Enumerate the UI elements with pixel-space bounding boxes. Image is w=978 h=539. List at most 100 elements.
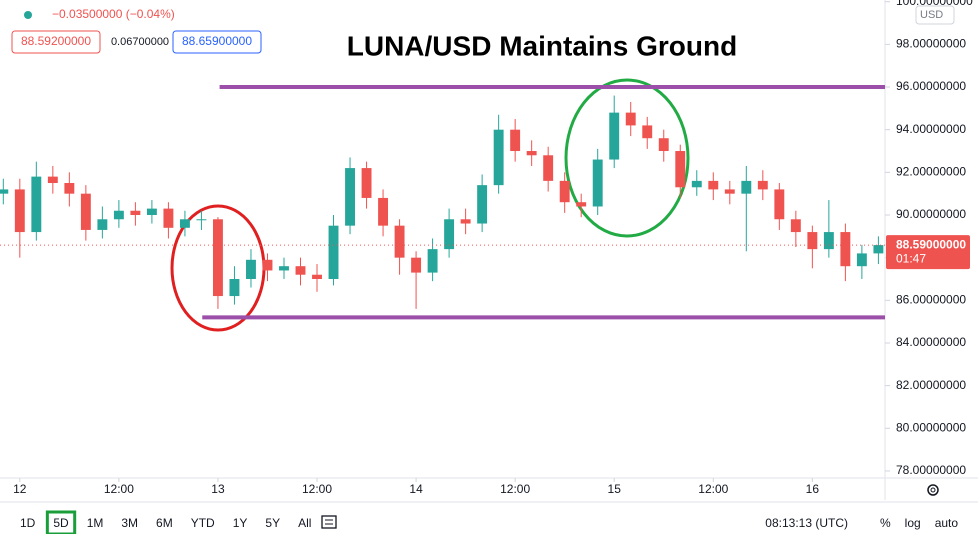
- x-tick-label: 13: [211, 482, 225, 496]
- candle-body: [510, 129, 521, 152]
- candle-body: [493, 129, 504, 186]
- candle-body: [130, 210, 141, 216]
- candle: [840, 223, 851, 282]
- candle-body: [444, 219, 455, 250]
- bid-box[interactable]: [11, 30, 101, 54]
- candle-body: [543, 155, 554, 181]
- candle-body: [642, 125, 653, 139]
- candle-body: [262, 259, 273, 271]
- candle-body: [625, 112, 636, 126]
- candle-body: [658, 138, 669, 152]
- candle-body: [691, 180, 702, 188]
- candle: [345, 157, 355, 235]
- candle: [741, 165, 752, 252]
- period-button[interactable]: 6M: [156, 516, 173, 530]
- period-button[interactable]: YTD: [191, 516, 215, 530]
- y-tick-label: 98.00000000: [896, 37, 966, 51]
- candle-body: [279, 266, 289, 271]
- candle-body: [790, 219, 801, 233]
- currency-select[interactable]: [915, 5, 955, 25]
- candle: [691, 170, 702, 196]
- candle: [113, 200, 124, 228]
- candle: [246, 249, 256, 288]
- compare-icon[interactable]: [321, 515, 337, 529]
- candle: [625, 101, 636, 137]
- candle: [856, 244, 867, 279]
- candle: [229, 266, 240, 305]
- period-button[interactable]: All: [298, 516, 311, 530]
- candle: [757, 170, 768, 201]
- candle: [675, 144, 686, 198]
- candle: [130, 202, 141, 226]
- candle: [477, 174, 488, 233]
- candle: [460, 208, 471, 235]
- candle: [708, 172, 719, 201]
- y-tick-label: 96.00000000: [896, 79, 966, 93]
- candle-body: [196, 219, 207, 221]
- candle: [642, 116, 653, 149]
- option-button[interactable]: %: [880, 516, 891, 530]
- candle-body: [246, 259, 256, 279]
- candle-body: [345, 168, 355, 226]
- candle: [14, 178, 25, 258]
- candle: [444, 208, 455, 258]
- period-button[interactable]: 1M: [87, 516, 104, 530]
- countdown: 01:47: [896, 251, 926, 265]
- y-tick-label: 78.00000000: [896, 463, 966, 477]
- candle-body: [873, 245, 884, 254]
- candle-body: [378, 197, 389, 226]
- candle-body: [179, 219, 190, 228]
- candle: [312, 264, 322, 292]
- candle-body: [113, 210, 124, 220]
- x-tick-label: 12:00: [698, 482, 728, 496]
- option-button[interactable]: log: [905, 516, 921, 530]
- x-tick-label: 12:00: [104, 482, 134, 496]
- candle: [658, 129, 669, 162]
- candle-body: [47, 176, 58, 184]
- candle: [807, 225, 818, 269]
- candle: [576, 193, 587, 218]
- last-price-label: 88.59000000: [896, 237, 966, 251]
- settings-icon[interactable]: [927, 484, 939, 496]
- candle: [790, 210, 801, 247]
- candle-body: [31, 176, 42, 233]
- candle-body: [609, 112, 620, 160]
- period-button[interactable]: 5D: [53, 516, 69, 530]
- candle-body: [840, 232, 851, 267]
- candle-body: [14, 189, 25, 233]
- candle-body: [708, 180, 719, 190]
- option-button[interactable]: auto: [935, 516, 959, 530]
- candle: [559, 172, 570, 213]
- candle-body: [146, 208, 157, 216]
- candle: [146, 200, 157, 224]
- x-tick-label: 14: [409, 482, 423, 496]
- y-tick-label: 100.00000000: [896, 0, 973, 8]
- candle-body: [757, 180, 768, 190]
- candle-body: [427, 249, 438, 273]
- candle-body: [312, 274, 322, 279]
- candle: [262, 253, 273, 282]
- y-tick-label: 84.00000000: [896, 335, 966, 349]
- candle-body: [807, 232, 818, 250]
- candle-body: [0, 189, 9, 194]
- period-button[interactable]: 3M: [121, 516, 138, 530]
- candle: [873, 236, 884, 265]
- green-circle: [564, 78, 690, 238]
- candle: [47, 165, 58, 194]
- x-tick-label: 12:00: [500, 482, 530, 496]
- ask-box[interactable]: [172, 30, 262, 54]
- period-button[interactable]: 1D: [20, 516, 36, 530]
- candle: [328, 215, 339, 286]
- spread: 0.06700000: [111, 36, 169, 48]
- candle: [609, 95, 620, 169]
- candle-body: [361, 168, 372, 198]
- y-tick-label: 92.00000000: [896, 165, 966, 179]
- period-button[interactable]: 5Y: [265, 516, 280, 530]
- period-button[interactable]: 1Y: [233, 516, 248, 530]
- candle-body: [477, 185, 488, 224]
- status-dot: [24, 11, 32, 19]
- candle-body: [823, 232, 834, 250]
- change: −0.03500000 (−0.04%): [52, 7, 175, 21]
- candle: [823, 200, 834, 258]
